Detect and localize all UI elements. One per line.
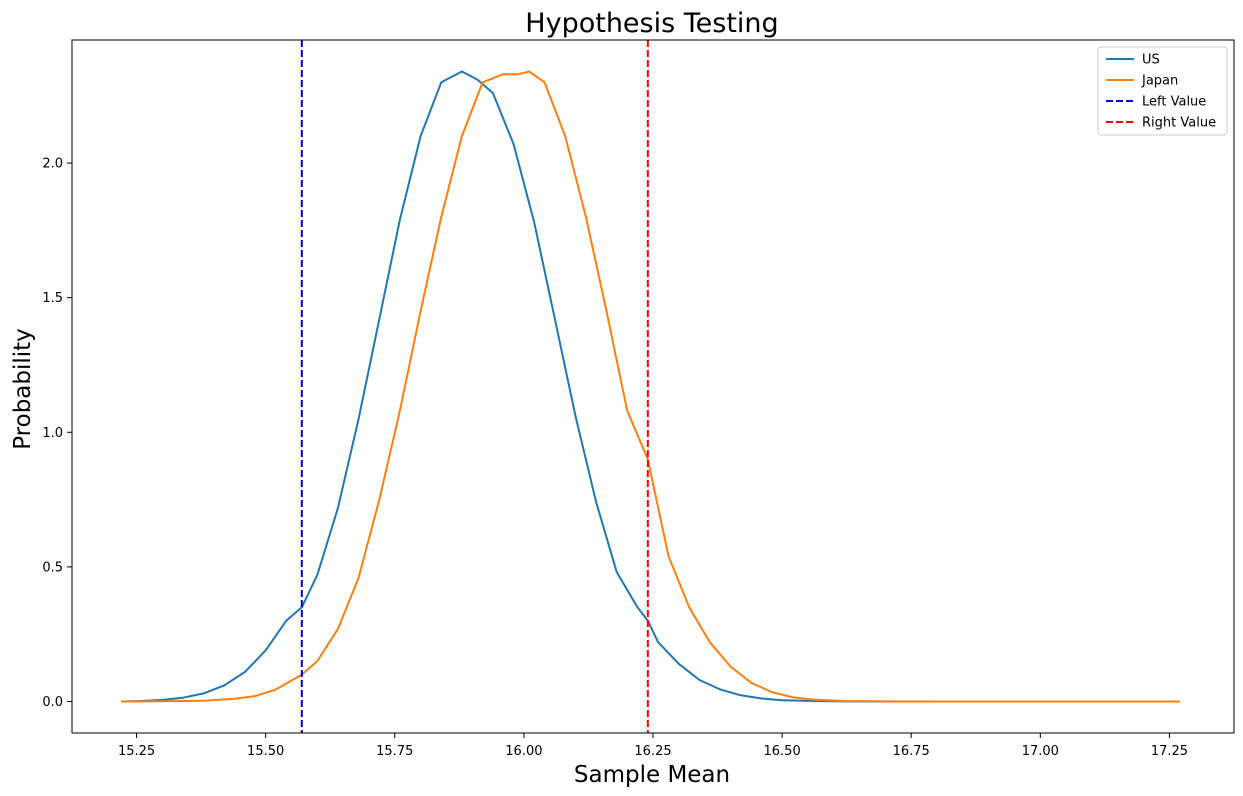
x-tick-label: 16.50	[764, 744, 801, 759]
y-tick-label: 0.0	[42, 695, 63, 710]
y-tick-label: 1.5	[42, 291, 63, 306]
y-axis-ticks: 0.0 0.5 1.0 1.5 2.0	[42, 157, 72, 710]
chart-title: Hypothesis Testing	[525, 8, 778, 39]
legend-label-left-value: Left Value	[1142, 95, 1206, 110]
y-axis-label: Probability	[10, 328, 36, 450]
y-tick-label: 2.0	[42, 157, 63, 172]
japan-series-line	[121, 70, 1180, 703]
y-tick-label: 1.0	[42, 426, 63, 441]
x-axis-ticks: 15.25 15.50 15.75 16.00 16.25 16.50 16.75 17.00…	[118, 733, 1188, 759]
x-tick-label: 17.00	[1022, 744, 1059, 759]
x-tick-label: 15.25	[118, 744, 155, 759]
x-tick-label: 15.50	[247, 744, 284, 759]
legend-label-right-value: Right Value	[1142, 116, 1216, 131]
series-layer	[121, 40, 1180, 733]
x-tick-label: 16.00	[505, 744, 542, 759]
x-tick-label: 15.75	[376, 744, 413, 759]
x-axis-label: Sample Mean	[574, 762, 730, 788]
us-series-line	[121, 70, 1180, 703]
legend-box	[1097, 46, 1228, 136]
plot-frame	[71, 39, 1235, 734]
legend: US Japan Left Value Right Value	[1097, 46, 1228, 136]
legend-label-japan: Japan	[1141, 74, 1178, 89]
x-tick-label: 17.25	[1151, 744, 1188, 759]
legend-label-us: US	[1142, 53, 1160, 68]
x-tick-label: 16.25	[634, 744, 671, 759]
y-tick-label: 0.5	[42, 560, 63, 575]
x-tick-label: 16.75	[893, 744, 930, 759]
